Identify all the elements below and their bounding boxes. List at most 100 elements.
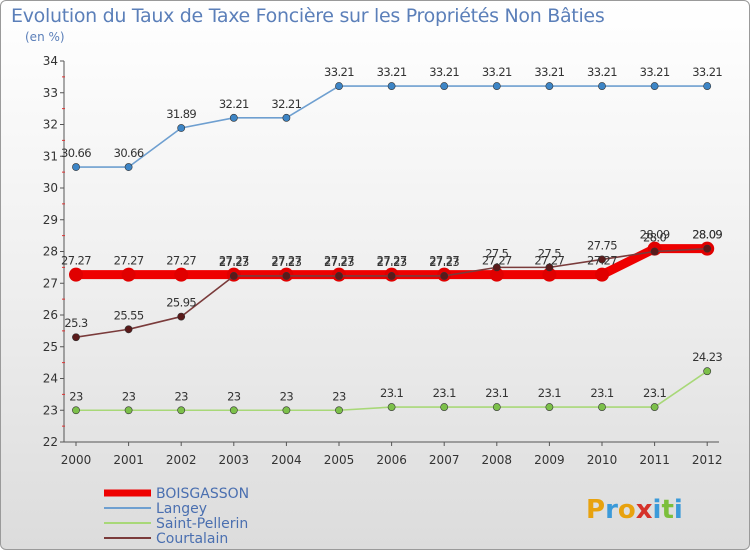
data-label-langey: 32.21: [271, 97, 301, 111]
y-tick-label: 25: [43, 340, 58, 354]
data-label-courtalain: 25.3: [64, 316, 87, 330]
x-tick-label: 2010: [587, 453, 618, 467]
point-saint-pellerin: [229, 406, 238, 415]
data-label-saint-pellerin: 24.23: [692, 350, 722, 364]
point-langey: [650, 82, 659, 90]
point-langey: [72, 163, 80, 171]
point-langey: [387, 82, 396, 90]
point-saint-pellerin: [124, 406, 133, 415]
legend-label-saint-pellerin: Saint-Pellerin: [156, 516, 248, 532]
data-label-langey: 33.21: [640, 65, 670, 79]
data-label-courtalain: 27.23: [377, 255, 407, 269]
y-tick-label: 27: [43, 276, 58, 290]
y-tick-label: 26: [43, 308, 58, 322]
data-label-saint-pellerin: 23: [69, 389, 83, 403]
axes: 22 23 24 25 26 27 28 29 30 31 32 33 34 2000 2001 2002 20…: [43, 54, 723, 467]
data-label-saint-pellerin: 23: [174, 389, 188, 403]
point-saint-pellerin: [598, 403, 606, 411]
data-label-courtalain: 27.23: [324, 255, 354, 269]
y-tick-label: 24: [43, 372, 58, 386]
data-label-langey: 33.21: [534, 65, 564, 79]
data-label-courtalain: 27.75: [587, 238, 617, 252]
data-label-langey: 33.21: [482, 65, 512, 79]
point-saint-pellerin: [282, 406, 291, 415]
data-label-langey: 32.21: [219, 97, 249, 111]
data-label-saint-pellerin: 23.1: [538, 386, 561, 400]
point-langey: [440, 82, 449, 90]
data-label-boisgasson: 27.27: [114, 254, 144, 268]
point-saint-pellerin: [703, 367, 712, 376]
point-courtalain: [387, 272, 396, 280]
point-langey: [703, 82, 712, 90]
point-saint-pellerin: [492, 403, 501, 411]
data-label-langey: 30.66: [114, 146, 144, 160]
data-label-boisgasson: 27.27: [429, 254, 459, 268]
point-courtalain: [177, 312, 186, 321]
point-courtalain: [282, 272, 291, 280]
y-tick-label: 22: [43, 435, 58, 449]
data-label-saint-pellerin: 23: [227, 389, 241, 403]
point-langey: [598, 82, 606, 90]
point-courtalain: [492, 263, 501, 272]
data-label-saint-pellerin: 23.1: [643, 386, 666, 400]
point-saint-pellerin: [440, 403, 449, 411]
data-label-boisgasson: 27.27: [219, 254, 249, 268]
data-label-langey: 33.21: [692, 65, 722, 79]
point-boisgasson: [69, 267, 83, 282]
data-label-courtalain: 27.5: [485, 246, 508, 260]
point-langey: [335, 82, 343, 90]
point-boisgasson: [121, 267, 136, 282]
data-label-courtalain: 27.23: [429, 255, 459, 269]
point-boisgasson: [174, 267, 189, 282]
legend-label-langey: Langey: [156, 501, 207, 517]
data-label-langey: 31.89: [166, 107, 196, 121]
series-line-langey: [75, 85, 709, 168]
point-langey: [177, 124, 186, 132]
y-tick-label: 30: [43, 181, 58, 195]
data-label-langey: 33.21: [587, 65, 617, 79]
data-label-langey: 33.21: [377, 65, 407, 79]
data-label-courtalain: 27.23: [219, 255, 249, 269]
x-tick-label: 2009: [534, 453, 565, 467]
data-labels: 30.66 30.66 31.89 32.21 32.21 33.21 33.21 33.21…: [61, 65, 723, 403]
y-tick-label: 33: [43, 86, 58, 100]
series-layer: [69, 82, 715, 415]
data-label-boisgasson: 27.27: [271, 254, 301, 268]
x-tick-label: 2008: [482, 453, 513, 467]
point-langey: [282, 113, 291, 122]
data-label-langey: 30.66: [61, 146, 91, 160]
data-label-boisgasson: 27.27: [377, 254, 407, 268]
point-langey: [492, 82, 501, 90]
data-label-langey: 33.21: [429, 65, 459, 79]
data-label-boisgasson: 27.27: [61, 254, 91, 268]
y-tick-label: 23: [43, 403, 58, 417]
point-boisgasson: [542, 267, 557, 282]
point-courtalain: [545, 263, 554, 272]
point-courtalain: [72, 333, 80, 342]
point-langey: [545, 82, 554, 90]
data-label-boisgasson: 27.27: [587, 254, 617, 268]
y-tick-label: 31: [43, 149, 58, 163]
logo-text: Proxiti: [586, 495, 683, 525]
point-langey: [229, 113, 238, 122]
data-label-courtalain: 27.5: [538, 246, 561, 260]
y-tick-label: 28: [43, 245, 58, 259]
point-saint-pellerin: [72, 406, 80, 415]
legend-label-boisgasson: BOISGASSON: [156, 486, 249, 502]
point-saint-pellerin: [177, 406, 186, 415]
x-tick-label: 2000: [61, 453, 92, 467]
point-boisgasson: [489, 267, 504, 282]
data-label-saint-pellerin: 23: [332, 389, 346, 403]
data-label-courtalain: 25.95: [166, 296, 196, 310]
y-tick-label: 32: [43, 118, 58, 132]
point-courtalain: [703, 244, 712, 253]
x-tick-label: 2006: [376, 453, 407, 467]
data-label-boisgasson: 27.27: [166, 254, 196, 268]
x-tick-label: 2005: [324, 453, 355, 467]
data-label-boisgasson: 27.27: [324, 254, 354, 268]
point-courtalain: [335, 272, 343, 280]
x-tick-label: 2007: [429, 453, 460, 467]
